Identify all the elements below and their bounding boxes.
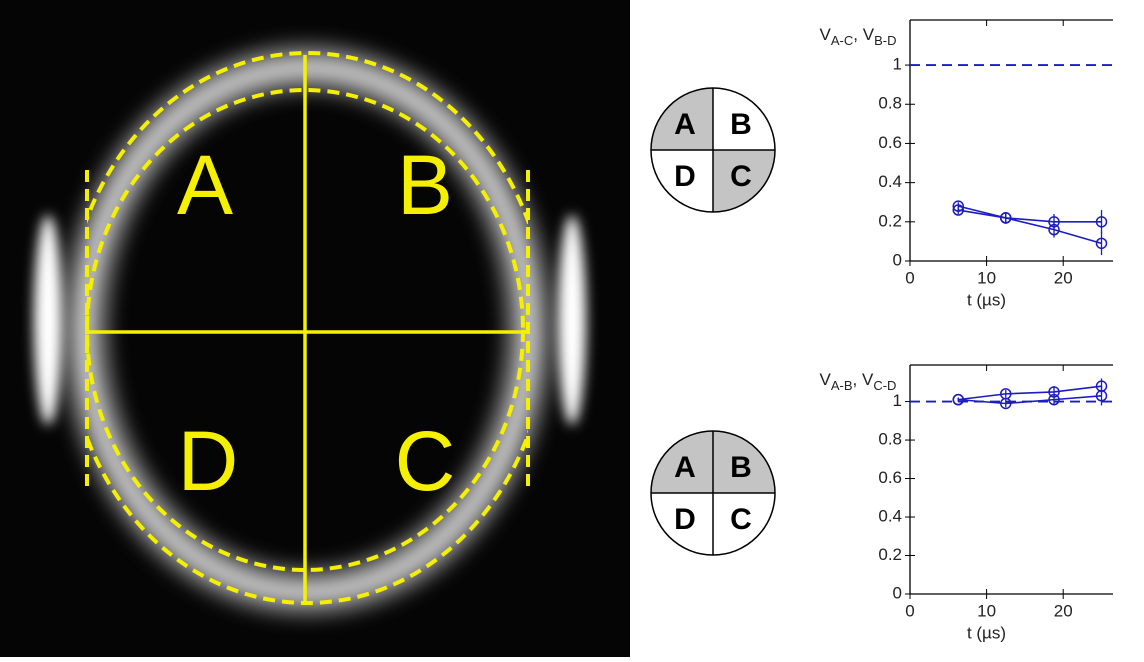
quadrant (713, 431, 775, 493)
data-point (1000, 397, 1012, 410)
y-tick-label: 1 (893, 391, 902, 410)
data-point (1048, 393, 1060, 406)
y-tick-label: 1 (893, 55, 902, 74)
quadrant-label: B (397, 138, 453, 232)
quadrant-diagram: A B D C (650, 87, 776, 213)
data-point (1095, 237, 1108, 250)
y-tick-label: 0 (893, 250, 902, 269)
data-point (1048, 216, 1060, 228)
y-label-text: V (820, 370, 832, 389)
y-tick-label: 0.4 (878, 507, 902, 526)
y-tick-label: 0.6 (878, 133, 902, 152)
series-line (958, 385, 1102, 401)
series-line (958, 209, 1102, 223)
quadrant-label: A (674, 108, 696, 141)
x-tick-label: 10 (977, 601, 996, 620)
data-point (952, 393, 965, 406)
quadrant (651, 150, 713, 212)
y-tick-label: 0.8 (878, 430, 902, 449)
subscript: A-C (831, 33, 853, 48)
x-tick-label: 0 (905, 268, 914, 287)
y-tick-label: 0.2 (878, 211, 902, 230)
quadrant-label: C (730, 503, 752, 536)
y-label-text: , V (853, 25, 874, 44)
data-point (1095, 216, 1108, 228)
y-tick-label: 0 (893, 583, 902, 602)
quadrant (713, 150, 775, 212)
data-point (952, 204, 965, 216)
quadrant-label: D (178, 414, 239, 508)
x-tick-label: 0 (905, 601, 914, 620)
subscript: A-B (831, 378, 853, 393)
y-tick-label: 0.8 (878, 94, 902, 113)
quadrant (651, 493, 713, 555)
quadrant (713, 493, 775, 555)
y-axis-label: VA-B, VC-D (820, 370, 897, 393)
quadrant-label: A (177, 138, 233, 232)
quadrant (713, 88, 775, 150)
quadrant-diagram: A B D C (650, 430, 776, 556)
data-point (1095, 390, 1108, 402)
quadrant (651, 431, 713, 493)
x-axis-label: t (µs) (967, 623, 1006, 642)
microscope-image: A B D C (0, 0, 630, 657)
series-line (958, 205, 1102, 245)
chart: 00.20.40.60.810 10 20t (µs)VA-B, VC-D (820, 364, 1113, 642)
x-tick-label: 20 (1054, 268, 1073, 287)
quadrant-label: C (395, 414, 456, 508)
quadrant-label: C (730, 160, 752, 193)
y-label-text: , V (853, 370, 874, 389)
quadrant-label: D (674, 160, 696, 193)
x-tick-label: 20 (1054, 601, 1073, 620)
data-point (1000, 212, 1012, 224)
y-axis-label: VA-C, VB-D (820, 25, 897, 48)
y-tick-label: 0.6 (878, 468, 902, 487)
quadrant-label: B (730, 108, 752, 141)
quadrant-label: D (674, 503, 696, 536)
quadrant-label: B (730, 451, 752, 484)
chart: 00.20.40.60.810 10 20t (µs)VA-C, VB-D (820, 19, 1113, 309)
series-line (958, 394, 1102, 405)
x-axis-label: t (µs) (967, 290, 1006, 309)
y-tick-label: 0.2 (878, 545, 902, 564)
quadrant-label: A (674, 451, 696, 484)
subscript: B-D (874, 33, 896, 48)
y-tick-label: 0.4 (878, 172, 902, 191)
subscript: C-D (873, 378, 896, 393)
quadrant (651, 88, 713, 150)
x-tick-label: 10 (977, 268, 996, 287)
y-label-text: V (820, 25, 832, 44)
